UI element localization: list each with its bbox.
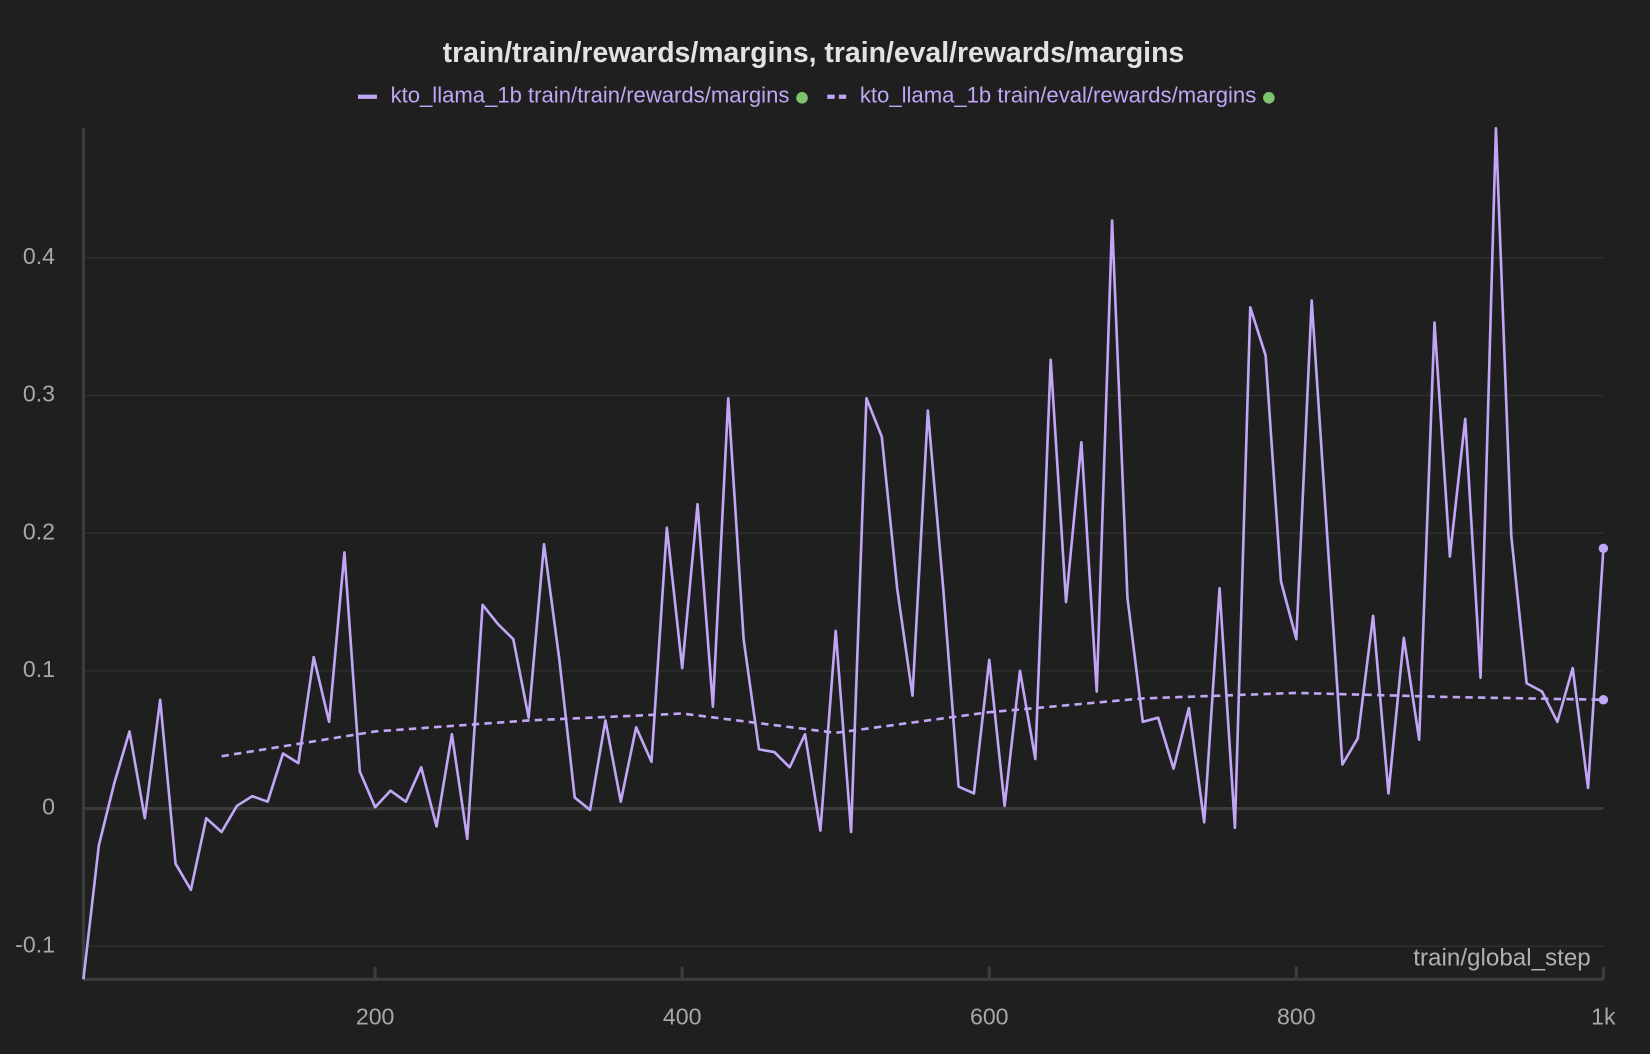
x-tick-label: 600	[970, 1003, 1009, 1029]
legend-label: kto_llama_1b train/train/rewards/margins	[391, 83, 790, 108]
y-tick-label: 0.3	[23, 381, 55, 407]
y-tick-label: 0.1	[23, 656, 55, 682]
legend-label: kto_llama_1b train/eval/rewards/margins	[860, 83, 1256, 108]
x-tick-label: 400	[663, 1003, 702, 1029]
x-tick-label: 1k	[1591, 1003, 1616, 1029]
legend-status-dot	[1263, 92, 1275, 104]
end-point	[1598, 695, 1609, 705]
legend-status-dot	[796, 92, 808, 104]
x-axis-label: train/global_step	[1413, 945, 1591, 972]
y-tick-label: -0.1	[15, 931, 55, 957]
x-tick-label: 200	[356, 1003, 395, 1029]
x-tick-label: 800	[1277, 1003, 1316, 1029]
y-tick-label: 0.4	[23, 243, 55, 269]
chart-title: train/train/rewards/margins, train/eval/…	[443, 37, 1185, 69]
y-tick-label: 0.2	[23, 518, 55, 544]
legend: kto_llama_1b train/train/rewards/margins…	[357, 83, 1275, 108]
y-tick-label: 0	[42, 794, 55, 820]
series-line	[221, 691, 1604, 758]
end-point	[1598, 543, 1609, 554]
